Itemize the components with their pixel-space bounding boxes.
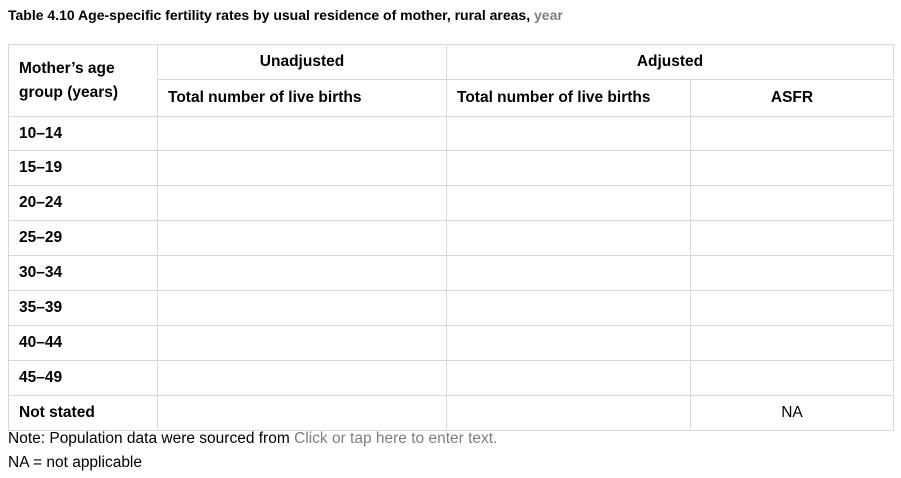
adjusted-births-cell[interactable] <box>446 255 691 291</box>
unadjusted-births-cell[interactable] <box>157 150 447 186</box>
asfr-cell[interactable] <box>690 220 894 256</box>
adjusted-births-cell[interactable] <box>446 360 691 396</box>
table-row: 45–49 <box>8 360 894 396</box>
asfr-cell[interactable] <box>690 185 894 221</box>
unadjusted-births-cell[interactable] <box>157 360 447 396</box>
source-note: Note: Population data were sourced from … <box>8 430 497 448</box>
adjusted-births-cell[interactable] <box>446 395 691 431</box>
age-group-cell: Not stated <box>8 395 158 431</box>
header-row-1: Mother’s age group (years) Unadjusted Ad… <box>8 44 894 117</box>
asfr-cell[interactable]: NA <box>690 395 894 431</box>
asfr-cell[interactable] <box>690 360 894 396</box>
unadjusted-births-cell[interactable] <box>157 290 447 326</box>
header-unadjusted: Unadjusted <box>157 44 447 80</box>
age-group-cell: 15–19 <box>8 150 158 186</box>
unadjusted-births-cell[interactable] <box>157 185 447 221</box>
age-group-cell: 45–49 <box>8 360 158 396</box>
age-group-cell: 40–44 <box>8 325 158 361</box>
header-age-group: Mother’s age group (years) <box>8 44 158 117</box>
table-row: 15–19 <box>8 150 894 186</box>
adjusted-births-cell[interactable] <box>446 150 691 186</box>
unadjusted-births-cell[interactable] <box>157 116 447 151</box>
age-group-cell: 20–24 <box>8 185 158 221</box>
source-note-text: Note: Population data were sourced from <box>8 430 290 447</box>
age-group-cell: 30–34 <box>8 255 158 291</box>
header-asfr: ASFR <box>690 79 894 117</box>
adjusted-births-cell[interactable] <box>446 325 691 361</box>
header-unadjusted-births: Total number of live births <box>157 79 447 117</box>
unadjusted-births-cell[interactable] <box>157 395 447 431</box>
asfr-cell[interactable] <box>690 255 894 291</box>
table-row: 30–34 <box>8 255 894 291</box>
header-adjusted-births: Total number of live births <box>446 79 691 117</box>
asfr-cell[interactable] <box>690 116 894 151</box>
header-adjusted: Adjusted <box>446 44 894 80</box>
header-row-2: Total number of live births Total number… <box>9 79 894 117</box>
table-title-text: Table 4.10 Age-specific fertility rates … <box>8 7 531 23</box>
table-row: 25–29 <box>8 220 894 256</box>
na-note: NA = not applicable <box>8 454 142 471</box>
unadjusted-births-cell[interactable] <box>157 325 447 361</box>
table-row: 20–24 <box>8 185 894 221</box>
table-row: 35–39 <box>8 290 894 326</box>
table-row: 40–44 <box>8 325 894 361</box>
fertility-table: Mother’s age group (years) Unadjusted Ad… <box>8 44 894 431</box>
unadjusted-births-cell[interactable] <box>157 255 447 291</box>
age-group-cell: 10–14 <box>8 116 158 151</box>
asfr-cell[interactable] <box>690 325 894 361</box>
unadjusted-births-cell[interactable] <box>157 220 447 256</box>
source-placeholder-field[interactable]: Click or tap here to enter text. <box>294 430 498 447</box>
age-group-cell: 35–39 <box>8 290 158 326</box>
table-title: Table 4.10 Age-specific fertility rates … <box>8 7 563 23</box>
year-placeholder-field[interactable]: year <box>534 7 563 23</box>
age-group-cell: 25–29 <box>8 220 158 256</box>
table-row: Not stated NA <box>8 395 894 431</box>
adjusted-births-cell[interactable] <box>446 185 691 221</box>
table-row: 10–14 <box>8 116 894 151</box>
asfr-cell[interactable] <box>690 150 894 186</box>
adjusted-births-cell[interactable] <box>446 220 691 256</box>
adjusted-births-cell[interactable] <box>446 116 691 151</box>
asfr-cell[interactable] <box>690 290 894 326</box>
adjusted-births-cell[interactable] <box>446 290 691 326</box>
